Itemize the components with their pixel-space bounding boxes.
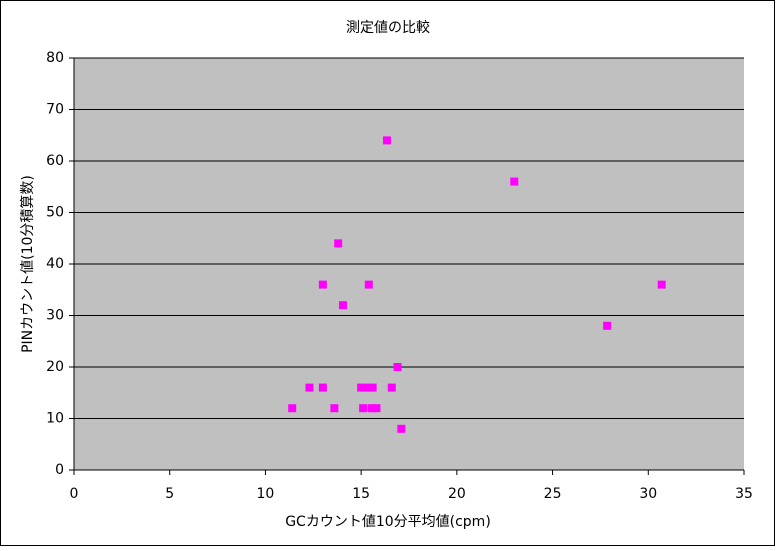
point xyxy=(368,383,377,392)
x-tick-label: 5 xyxy=(165,486,174,502)
x-tick-label: 25 xyxy=(544,486,562,502)
x-tick-label: 35 xyxy=(735,486,753,502)
y-tick-label: 50 xyxy=(46,205,64,221)
point xyxy=(334,239,343,248)
chart-title: 測定値の比較 xyxy=(346,20,430,36)
point xyxy=(657,280,666,289)
point xyxy=(510,177,519,186)
point xyxy=(359,404,368,413)
point xyxy=(318,383,327,392)
x-tick-label: 0 xyxy=(70,486,79,502)
x-tick-label: 30 xyxy=(639,486,657,502)
point xyxy=(305,383,314,392)
point xyxy=(338,301,347,310)
y-tick-label: 20 xyxy=(46,359,64,375)
point xyxy=(318,280,327,289)
y-tick-label: 10 xyxy=(46,411,64,427)
y-tick-label: 0 xyxy=(55,462,64,478)
point xyxy=(393,363,402,371)
y-axis-label: PINカウント値(10分積算数) xyxy=(20,175,36,353)
y-tick-label: 60 xyxy=(46,153,64,169)
point xyxy=(372,404,381,413)
y-tick-label: 30 xyxy=(46,308,64,324)
point xyxy=(357,383,366,392)
y-tick-label: 40 xyxy=(46,256,64,272)
x-tick-label: 15 xyxy=(352,486,370,502)
point xyxy=(367,404,376,413)
point xyxy=(382,136,391,145)
y-tick-label: 80 xyxy=(46,50,64,66)
point xyxy=(387,383,396,392)
x-axis-label: GCカウント値10分平均値(cpm) xyxy=(285,514,491,530)
y-tick-label: 70 xyxy=(46,102,64,118)
point xyxy=(397,424,406,433)
x-tick-label: 20 xyxy=(448,486,466,502)
point xyxy=(603,321,612,330)
point xyxy=(362,383,371,392)
x-tick-label: 10 xyxy=(257,486,275,502)
point xyxy=(288,404,297,413)
point xyxy=(364,280,373,289)
point xyxy=(330,404,339,413)
